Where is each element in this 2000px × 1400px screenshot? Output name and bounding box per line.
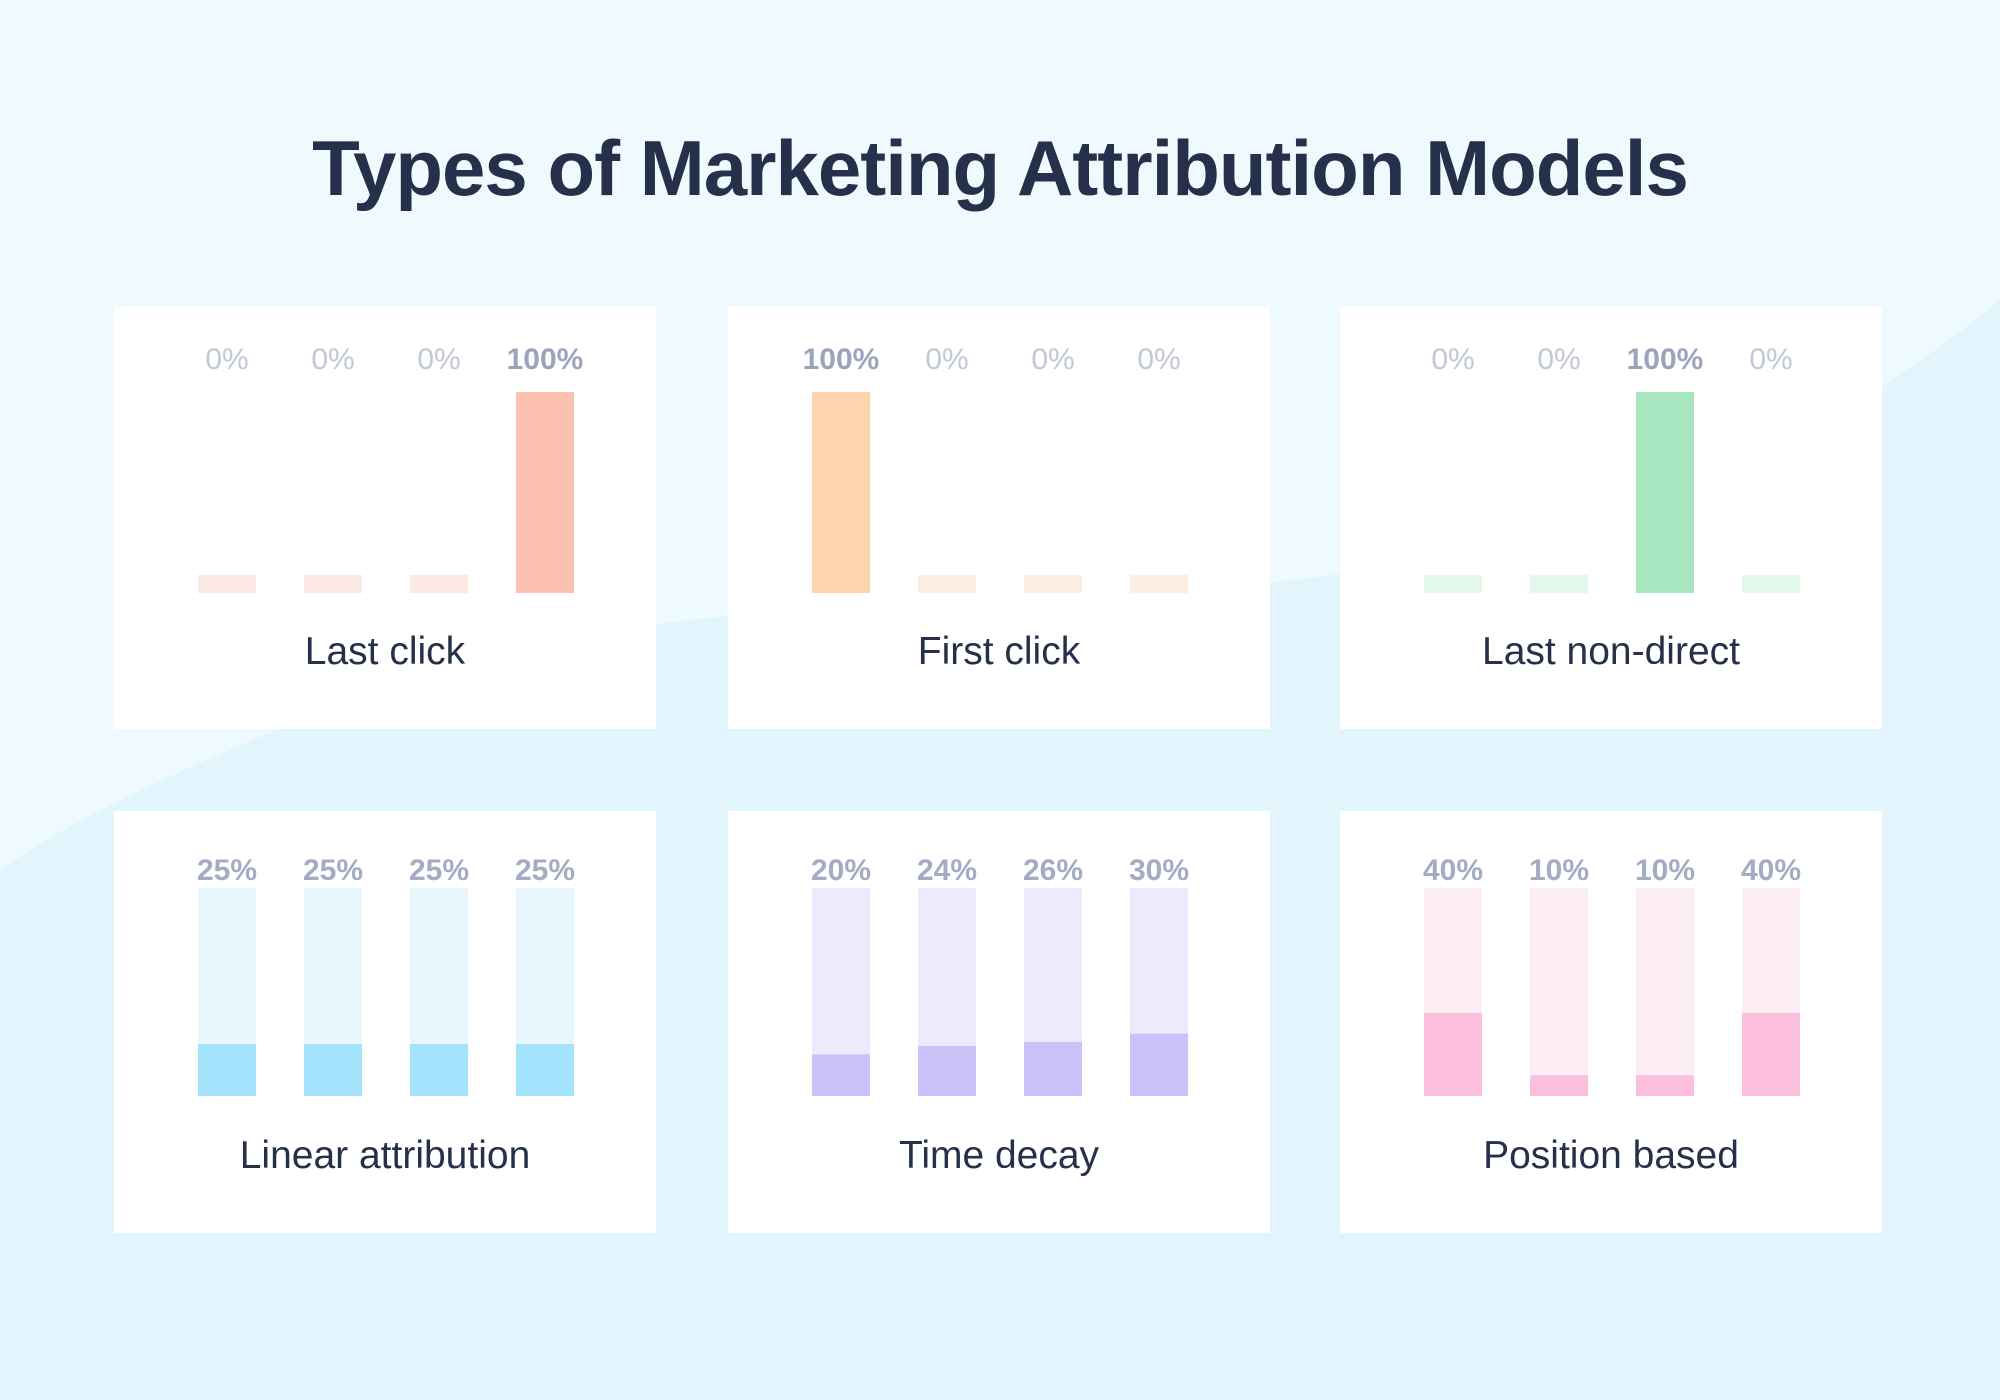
bar-chart: 100% 0% 0% 0%: [803, 343, 1188, 593]
bar-chart: 25% 25% 25% 25%: [197, 854, 575, 1096]
model-label: First click: [917, 630, 1081, 673]
value-label: 100%: [803, 343, 880, 376]
value-label: 0%: [311, 343, 354, 376]
model-label: Time decay: [898, 1134, 1100, 1177]
bar: [918, 1046, 976, 1096]
value-label: 30%: [1129, 854, 1189, 887]
value-label: 10%: [1635, 854, 1695, 887]
attribution-card: 0% 0% 100% 0% Last non-direct: [1340, 307, 1882, 729]
bar: [1636, 1075, 1694, 1096]
bar: [1424, 575, 1482, 593]
value-label: 0%: [1431, 343, 1474, 376]
bar-chart: 0% 0% 0% 100%: [198, 343, 584, 593]
model-label: Last non-direct: [1482, 630, 1740, 673]
value-label: 0%: [1537, 343, 1580, 376]
bar: [1530, 575, 1588, 593]
bar: [1130, 575, 1188, 593]
value-label: 40%: [1741, 854, 1801, 887]
bar: [918, 575, 976, 593]
bar: [304, 1044, 362, 1096]
bar: [304, 575, 362, 593]
bar: [1636, 392, 1694, 593]
attribution-card: 20% 24% 26% 30% Time decay: [728, 811, 1270, 1233]
value-label: 25%: [197, 854, 257, 887]
model-label: Position based: [1483, 1134, 1739, 1177]
value-label: 0%: [1137, 343, 1180, 376]
bar-chart: 20% 24% 26% 30%: [811, 854, 1189, 1096]
bar: [410, 575, 468, 593]
bar: [410, 1044, 468, 1096]
attribution-card: 0% 0% 0% 100% Last click: [114, 307, 656, 729]
bar-track: [1636, 888, 1694, 1096]
value-label: 0%: [1031, 343, 1074, 376]
value-label: 10%: [1529, 854, 1589, 887]
bar: [1024, 575, 1082, 593]
value-label: 24%: [917, 854, 977, 887]
value-label: 25%: [409, 854, 469, 887]
bar-chart: 0% 0% 100% 0%: [1424, 343, 1800, 593]
bar: [1130, 1033, 1188, 1096]
bar-track: [1530, 888, 1588, 1096]
value-label: 40%: [1423, 854, 1483, 887]
value-label: 100%: [507, 343, 584, 376]
bar: [812, 1054, 870, 1096]
bar: [516, 1044, 574, 1096]
bar: [516, 392, 574, 593]
value-label: 0%: [1749, 343, 1792, 376]
value-label: 100%: [1627, 343, 1704, 376]
model-label: Linear attribution: [239, 1134, 531, 1177]
value-label: 0%: [925, 343, 968, 376]
bar: [1424, 1012, 1482, 1096]
bar: [1742, 1012, 1800, 1096]
bar-chart: 40% 10% 10% 40%: [1423, 854, 1801, 1096]
value-label: 0%: [417, 343, 460, 376]
model-label: Last click: [304, 630, 466, 673]
attribution-card: 25% 25% 25% 25% Linear attribution: [114, 811, 656, 1233]
page-title: Types of Marketing Attribution Models: [312, 124, 1689, 212]
bar: [198, 575, 256, 593]
value-label: 26%: [1023, 854, 1083, 887]
bar: [1024, 1041, 1082, 1096]
value-label: 25%: [515, 854, 575, 887]
attribution-card: 100% 0% 0% 0% First click: [728, 307, 1270, 729]
bar: [812, 392, 870, 593]
bar: [1742, 575, 1800, 593]
attribution-card: 40% 10% 10% 40% Position based: [1340, 811, 1882, 1233]
value-label: 0%: [205, 343, 248, 376]
bar: [1530, 1075, 1588, 1096]
value-label: 20%: [811, 854, 871, 887]
bar: [198, 1044, 256, 1096]
value-label: 25%: [303, 854, 363, 887]
